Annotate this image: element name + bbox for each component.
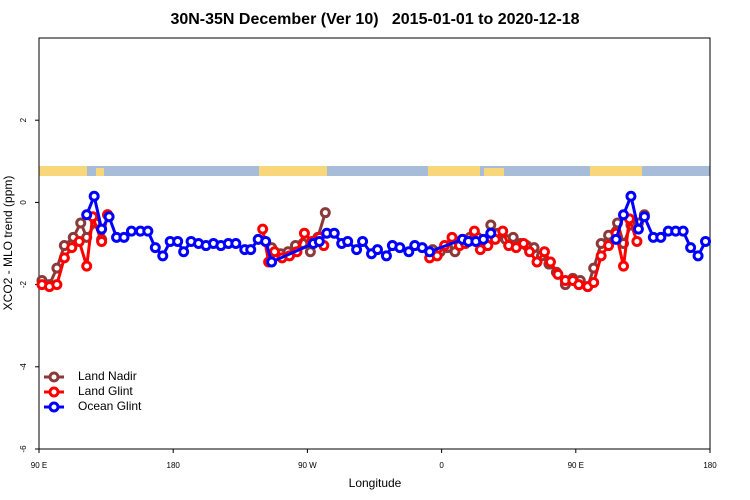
- land-band: [96, 168, 104, 176]
- data-point: [357, 235, 369, 247]
- data-point: [172, 235, 184, 247]
- data-point: [371, 244, 383, 256]
- data-point: [685, 242, 697, 254]
- land-band: [590, 166, 642, 176]
- series: [81, 190, 712, 268]
- data-point: [507, 231, 519, 243]
- data-point: [588, 277, 600, 289]
- data-point: [677, 225, 689, 237]
- data-point: [319, 207, 331, 219]
- data-point: [552, 268, 564, 280]
- y-tick-label: -2: [19, 280, 28, 288]
- data-point: [380, 250, 392, 262]
- data-point: [625, 190, 637, 202]
- data-point: [298, 227, 310, 239]
- data-point: [260, 235, 272, 247]
- legend-label: Land Nadir: [78, 369, 137, 383]
- y-tick-label: 2: [19, 117, 28, 122]
- land-ocean-strip: [39, 166, 710, 176]
- legend-marker: [48, 401, 60, 413]
- legend-label: Ocean Glint: [78, 399, 142, 413]
- data-point: [178, 246, 190, 258]
- data-point: [497, 225, 509, 237]
- data-point: [75, 217, 87, 229]
- data-point: [88, 190, 100, 202]
- legend-marker: [48, 371, 60, 383]
- x-tick-label: 90 E: [568, 461, 584, 470]
- data-point: [700, 235, 712, 247]
- data-point: [351, 244, 363, 256]
- legend-marker: [48, 386, 60, 398]
- data-point: [655, 231, 667, 243]
- data-point: [230, 238, 242, 249]
- data-point: [103, 211, 115, 223]
- data-point: [125, 225, 137, 237]
- data-point: [477, 233, 489, 245]
- data-point: [266, 256, 278, 268]
- data-point: [328, 227, 340, 239]
- y-tick-label: -6: [19, 445, 28, 453]
- data-point: [157, 250, 169, 262]
- data-point: [524, 246, 536, 258]
- data-point: [313, 235, 325, 247]
- land-band: [428, 166, 480, 176]
- data-point: [544, 256, 556, 268]
- data-point: [403, 246, 415, 258]
- data-point: [342, 235, 354, 247]
- data-point: [538, 246, 550, 258]
- legend-label: Land Glint: [78, 384, 133, 398]
- x-axis-title: Longitude: [349, 476, 402, 490]
- data-point: [96, 223, 108, 235]
- data-point: [245, 244, 257, 256]
- data-point: [485, 227, 497, 239]
- data-point: [149, 242, 161, 254]
- data-point: [51, 279, 63, 291]
- x-tick-label: 0: [439, 461, 444, 470]
- x-tick-label: 90 E: [31, 461, 47, 470]
- data-point: [257, 223, 269, 235]
- data-point: [531, 256, 543, 268]
- data-point: [424, 246, 436, 258]
- x-tick-label: 180: [703, 461, 717, 470]
- data-point: [618, 260, 630, 272]
- data-point: [142, 225, 154, 237]
- data-point: [573, 279, 585, 291]
- data-point: [610, 233, 622, 245]
- data-point: [632, 223, 644, 235]
- chart-title: 30N-35N December (Ver 10) 2015-01-01 to …: [170, 11, 579, 28]
- land-band: [259, 166, 327, 176]
- land-band: [39, 166, 87, 176]
- data-point: [96, 235, 108, 247]
- data-point: [603, 240, 615, 252]
- data-point: [73, 235, 85, 247]
- y-tick-label: -4: [19, 363, 28, 371]
- data-point: [468, 225, 480, 237]
- x-tick-label: 180: [167, 461, 181, 470]
- data-point: [446, 231, 458, 243]
- data-point: [638, 211, 650, 223]
- data-point: [81, 260, 93, 272]
- data-point: [118, 231, 130, 243]
- data-point: [58, 252, 70, 264]
- land-band: [484, 168, 504, 176]
- data-point: [618, 209, 630, 221]
- data-point: [692, 250, 704, 262]
- data-point: [595, 250, 607, 262]
- data-point: [269, 246, 281, 258]
- data-point: [81, 209, 93, 221]
- y-tick-label: 0: [19, 200, 28, 205]
- x-tick-label: 90 W: [298, 461, 317, 470]
- data-point: [66, 242, 78, 254]
- data-point: [394, 242, 406, 254]
- data-point: [518, 238, 530, 249]
- y-axis-title: XCO2 - MLO trend (ppm): [1, 176, 15, 311]
- data-point: [631, 235, 643, 247]
- ocean-band: [39, 166, 710, 176]
